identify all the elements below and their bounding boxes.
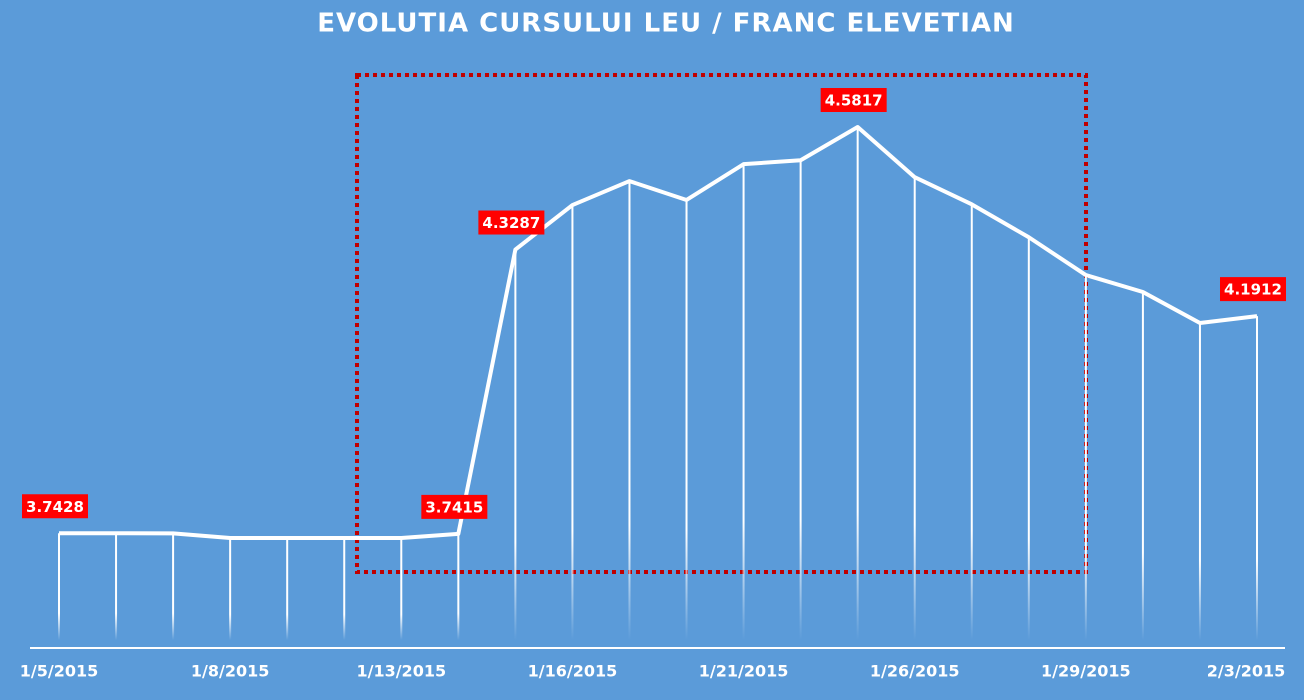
data-label: 4.5817 (825, 92, 883, 110)
drop-line (115, 533, 118, 640)
x-tick-label: 1/16/2015 (528, 662, 618, 681)
x-tick-label: 1/26/2015 (870, 662, 960, 681)
data-label: 4.3287 (482, 214, 540, 232)
data-label-bg (22, 494, 88, 519)
drop-line (913, 177, 916, 640)
data-label-bg (1220, 277, 1286, 302)
chart-title: EVOLUTIA CURSULUI LEU / FRANC ELEVETIAN (317, 9, 1015, 39)
drop-line (856, 127, 859, 640)
drop-line (742, 164, 745, 641)
drop-line (58, 533, 60, 640)
data-label: 3.7428 (26, 498, 84, 516)
drop-line (685, 199, 688, 640)
drop-line (172, 533, 175, 640)
x-tick-label: 1/29/2015 (1041, 662, 1131, 681)
drop-line (1141, 291, 1144, 640)
drop-line (1084, 275, 1087, 640)
x-tick-label: 2/3/2015 (1207, 662, 1285, 681)
drop-line (970, 204, 973, 640)
drop-line (514, 249, 517, 640)
drop-line (628, 181, 631, 641)
data-label-bg (820, 88, 887, 112)
x-tick-label: 1/13/2015 (356, 662, 446, 681)
drop-line (343, 538, 346, 640)
drop-line (229, 538, 232, 640)
data-label: 4.1912 (1224, 281, 1282, 299)
drop-line (1256, 316, 1258, 640)
drop-line (571, 205, 574, 640)
x-tick-label: 1/8/2015 (191, 662, 269, 681)
x-tick-label: 1/5/2015 (20, 662, 98, 681)
drop-line (286, 538, 289, 640)
drop-line (1198, 322, 1201, 640)
data-label-bg (478, 210, 545, 235)
drop-line (400, 538, 403, 640)
drop-line (1027, 237, 1030, 640)
x-tick-label: 1/21/2015 (699, 662, 789, 681)
data-label: 3.7415 (425, 498, 483, 516)
drop-line (799, 160, 802, 640)
drop-line (457, 533, 460, 640)
line (59, 125, 1258, 540)
data-label-bg (421, 494, 488, 519)
